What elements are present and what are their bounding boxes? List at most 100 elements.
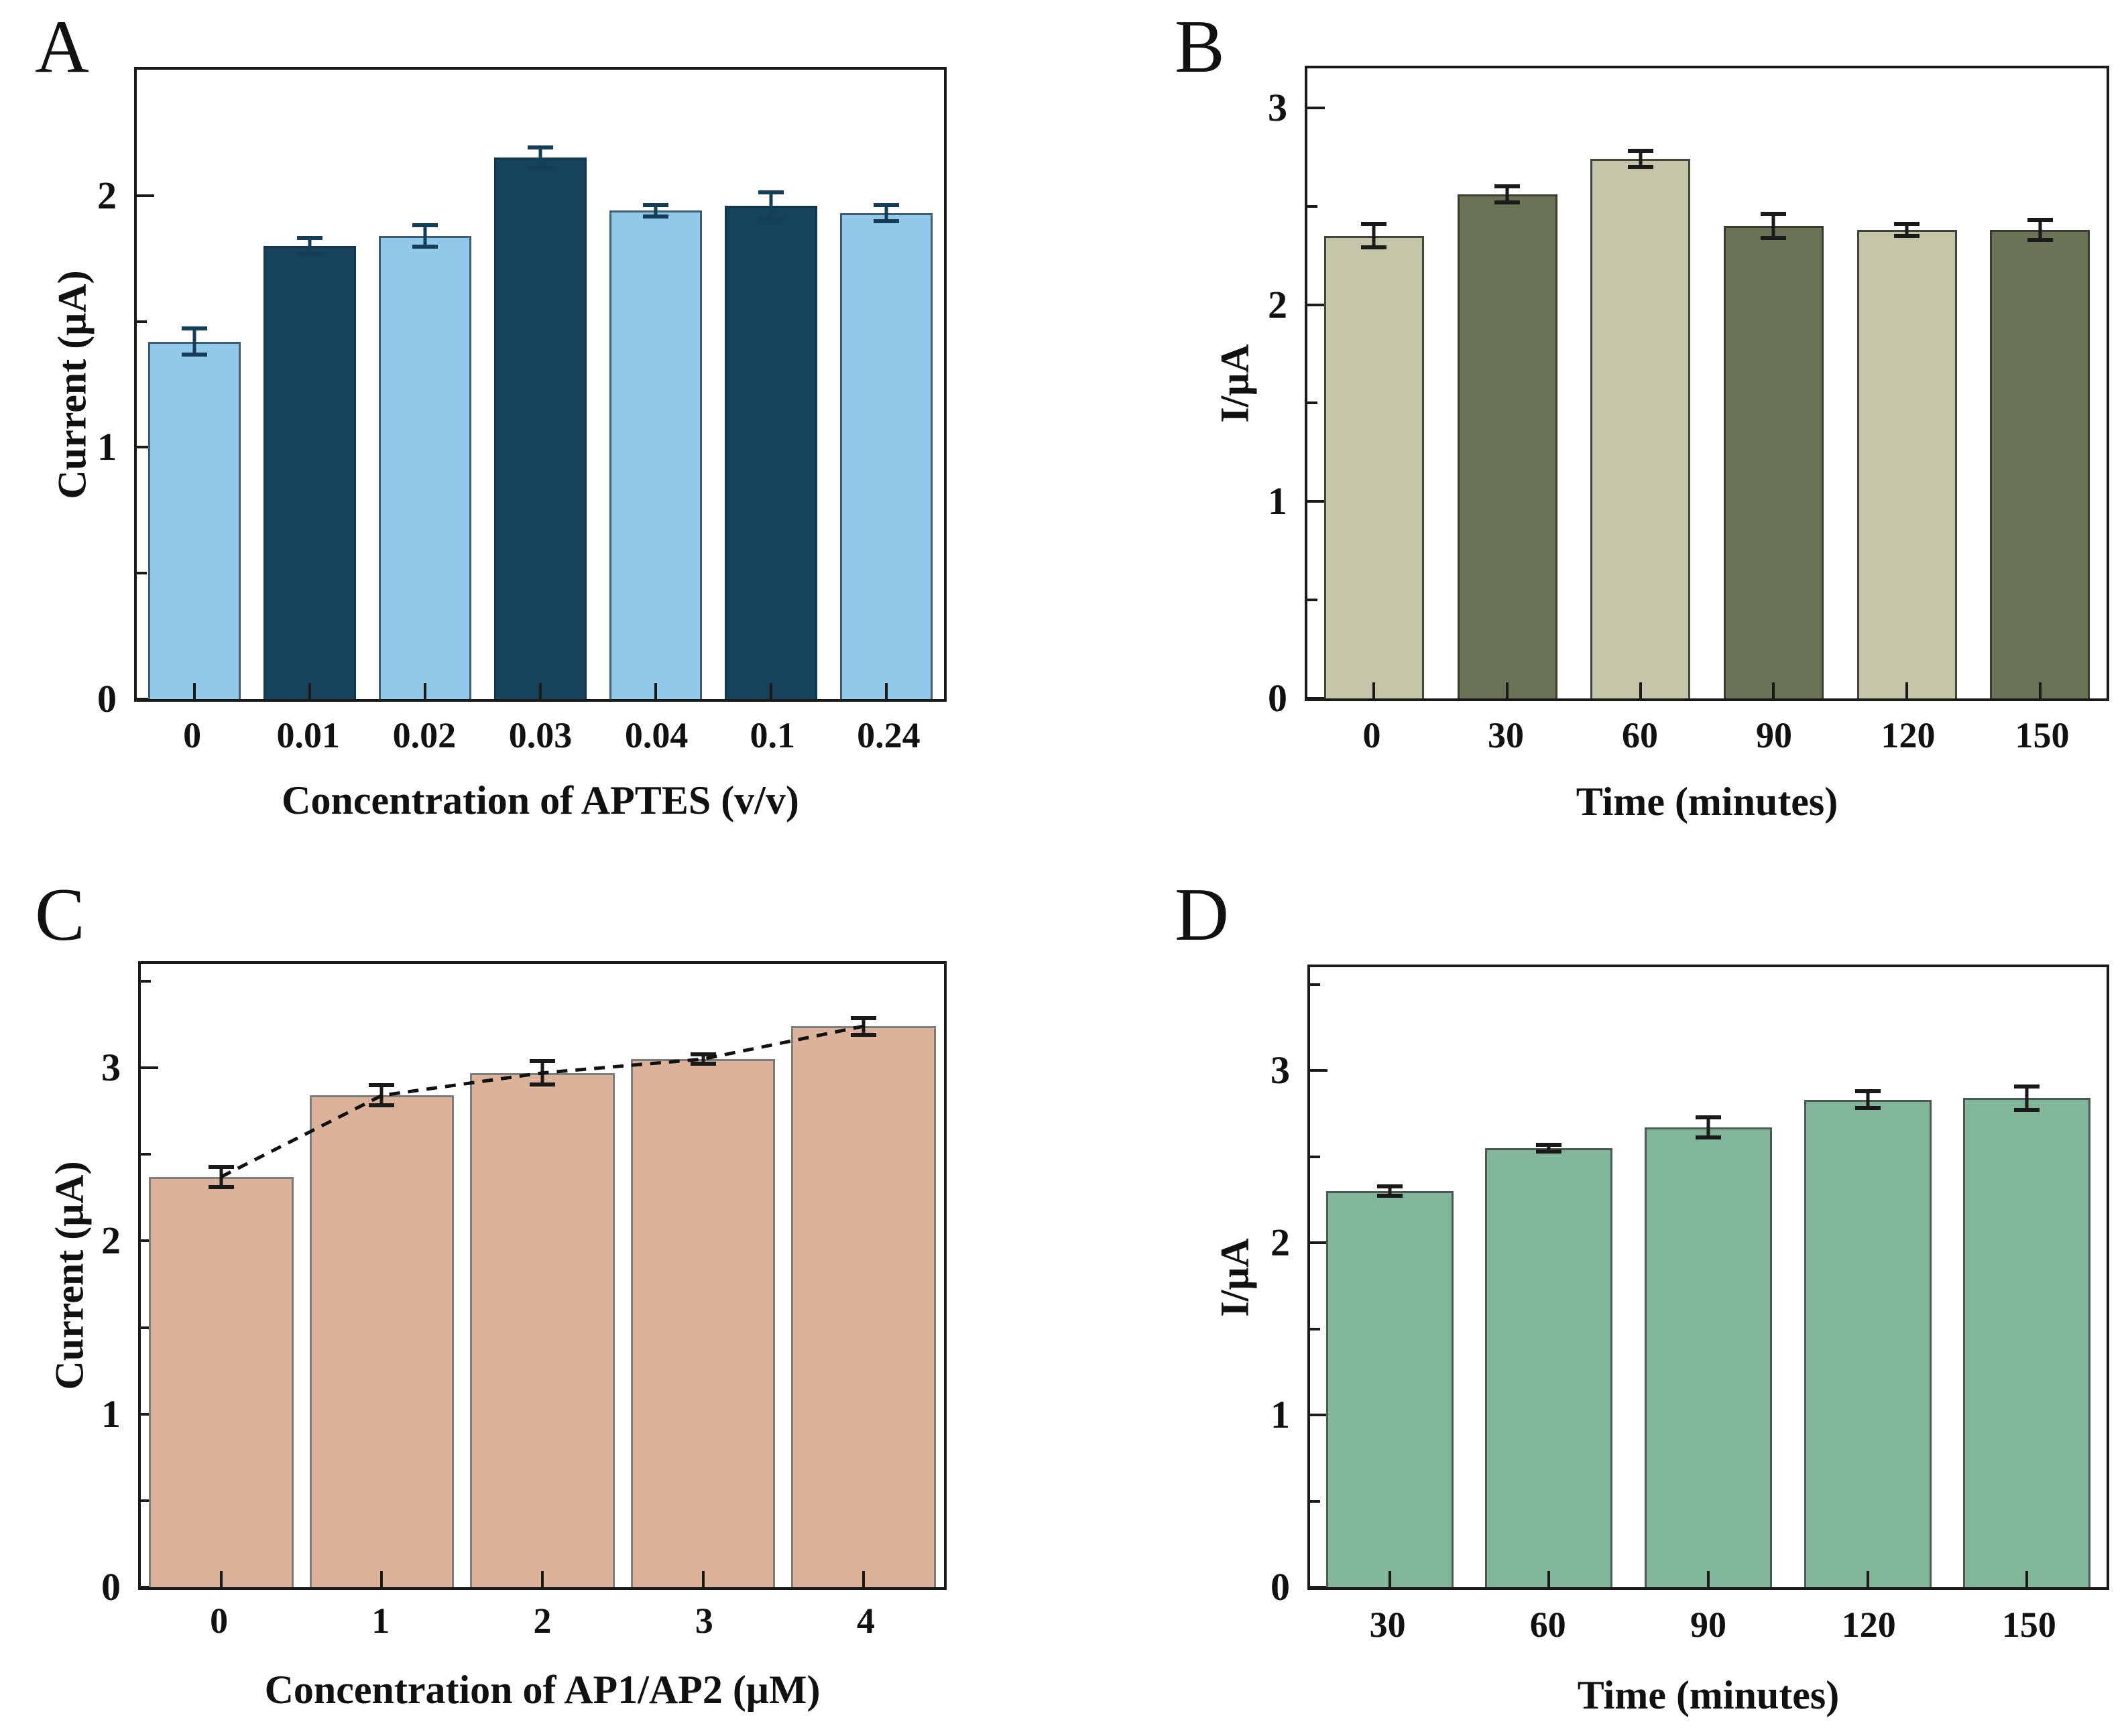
- x-tick: [2038, 682, 2042, 698]
- error-bar: [1696, 1115, 1721, 1139]
- x-tick: [1506, 682, 1509, 698]
- y-tick: [1307, 697, 1325, 700]
- y-tick-label: 2: [101, 1219, 121, 1263]
- error-bar: [758, 190, 784, 221]
- y-tick: [141, 1066, 158, 1069]
- y-tick-label: 3: [1268, 85, 1287, 129]
- bar: [263, 245, 356, 699]
- error-bar-cap: [1536, 1143, 1562, 1148]
- y-tick: [1310, 1586, 1328, 1589]
- error-bar-cap: [690, 1052, 716, 1056]
- error-bar: [1894, 222, 1920, 238]
- x-tick-label: 0: [183, 715, 202, 755]
- x-axis-title: Concentration of AP1/AP2 (μM): [264, 1668, 821, 1712]
- x-tick: [770, 683, 772, 699]
- y-tick-label: 1: [1271, 1393, 1290, 1437]
- y-minor-tick: [1307, 204, 1317, 208]
- x-tick: [193, 683, 196, 699]
- x-tick-label: 0: [1362, 715, 1381, 755]
- x-tick-label: 0: [210, 1601, 229, 1641]
- y-tick-label: 3: [1271, 1048, 1290, 1093]
- error-bar: [1361, 222, 1387, 250]
- y-tick: [1310, 1241, 1328, 1245]
- x-axis-title: Time (minutes): [1576, 780, 1838, 824]
- error-bar-stem: [2025, 1084, 2029, 1112]
- bar: [1963, 1098, 2091, 1587]
- y-minor-tick: [137, 572, 147, 575]
- y-tick: [141, 1586, 158, 1589]
- panel-B: B I/μA 0 1 2 3 0 30 60 90 120 150 Time (minutes): [1062, 0, 2124, 868]
- x-tick: [654, 683, 657, 699]
- bar: [725, 205, 817, 699]
- x-tick: [701, 1571, 705, 1587]
- x-tick: [1707, 1571, 1710, 1587]
- x-tick: [884, 683, 888, 699]
- x-tick: [1388, 1571, 1391, 1587]
- error-bar-stem: [1771, 212, 1775, 240]
- x-tick: [541, 1571, 544, 1587]
- error-bar-cap: [412, 223, 438, 228]
- panel-D: D I/μA 0 1 2 3 30 60 90 120 150 Time (minutes): [1062, 868, 2124, 1736]
- error-bar-stem: [192, 326, 196, 357]
- error-bar-stem: [769, 190, 773, 221]
- error-bar: [369, 1083, 395, 1108]
- error-bar-cap: [182, 326, 207, 331]
- bar: [148, 341, 241, 699]
- y-tick-label: 0: [1271, 1565, 1290, 1609]
- error-bar: [2027, 218, 2053, 242]
- x-tick: [539, 683, 542, 699]
- error-bar-cap: [1627, 149, 1653, 153]
- error-bar-stem: [1905, 222, 1909, 238]
- panel-letter-B: B: [1175, 5, 1225, 88]
- error-bar-cap: [873, 203, 899, 208]
- error-bar: [1536, 1143, 1562, 1154]
- error-bar-stem: [1706, 1115, 1710, 1139]
- bar: [1723, 226, 1824, 698]
- y-tick-label: 2: [1268, 282, 1287, 326]
- error-bar: [1376, 1184, 1403, 1198]
- error-bar-cap: [297, 251, 322, 256]
- bar: [1323, 235, 1424, 698]
- error-bar: [1761, 212, 1787, 240]
- plot-area: 0 1 2 3: [1268, 66, 2109, 718]
- y-tick-label: 1: [1268, 479, 1287, 523]
- x-tick-label: 90: [1690, 1605, 1726, 1645]
- error-bar-cap: [851, 1015, 877, 1020]
- error-bar-cap: [1854, 1089, 1881, 1094]
- error-bar-cap: [1696, 1115, 1721, 1119]
- error-bar: [690, 1052, 716, 1066]
- y-tick-label: 2: [1271, 1221, 1290, 1265]
- x-tick-label: 60: [1529, 1605, 1566, 1645]
- x-tick-labels: 0 1 2 3 4: [138, 1601, 947, 1655]
- y-tick-label: 3: [101, 1046, 121, 1089]
- error-bar: [643, 203, 668, 219]
- x-tick-label: 120: [1841, 1605, 1896, 1645]
- error-bar-cap: [758, 216, 784, 221]
- y-tick: [1307, 106, 1325, 109]
- y-tick: [137, 446, 154, 449]
- error-bar-stem: [538, 145, 542, 171]
- x-tick: [1866, 1571, 1869, 1587]
- panel-letter-C: C: [35, 873, 85, 956]
- x-tick-label: 3: [695, 1601, 713, 1641]
- y-axis-title: I/μA: [1212, 1238, 1257, 1317]
- error-bar-cap: [2014, 1107, 2040, 1112]
- error-bar-cap: [758, 190, 784, 195]
- x-tick-label: 30: [1488, 715, 1524, 755]
- y-axis-title: Current (μA): [47, 1161, 92, 1390]
- error-bar: [1494, 184, 1520, 204]
- error-bar: [182, 326, 207, 357]
- bar: [630, 1059, 776, 1587]
- y-tick-label: 0: [101, 1565, 121, 1609]
- error-bar-cap: [1376, 1194, 1403, 1198]
- error-bar: [1854, 1089, 1881, 1111]
- y-minor-tick: [1310, 1327, 1320, 1330]
- error-bar-stem: [423, 223, 427, 249]
- error-bar-cap: [1696, 1135, 1721, 1139]
- x-tick-labels: 30 60 90 120 150: [1307, 1605, 2109, 1659]
- x-tick: [1772, 682, 1775, 698]
- error-bar-cap: [851, 1032, 877, 1037]
- error-bar-cap: [643, 203, 668, 208]
- y-tick: [137, 698, 154, 700]
